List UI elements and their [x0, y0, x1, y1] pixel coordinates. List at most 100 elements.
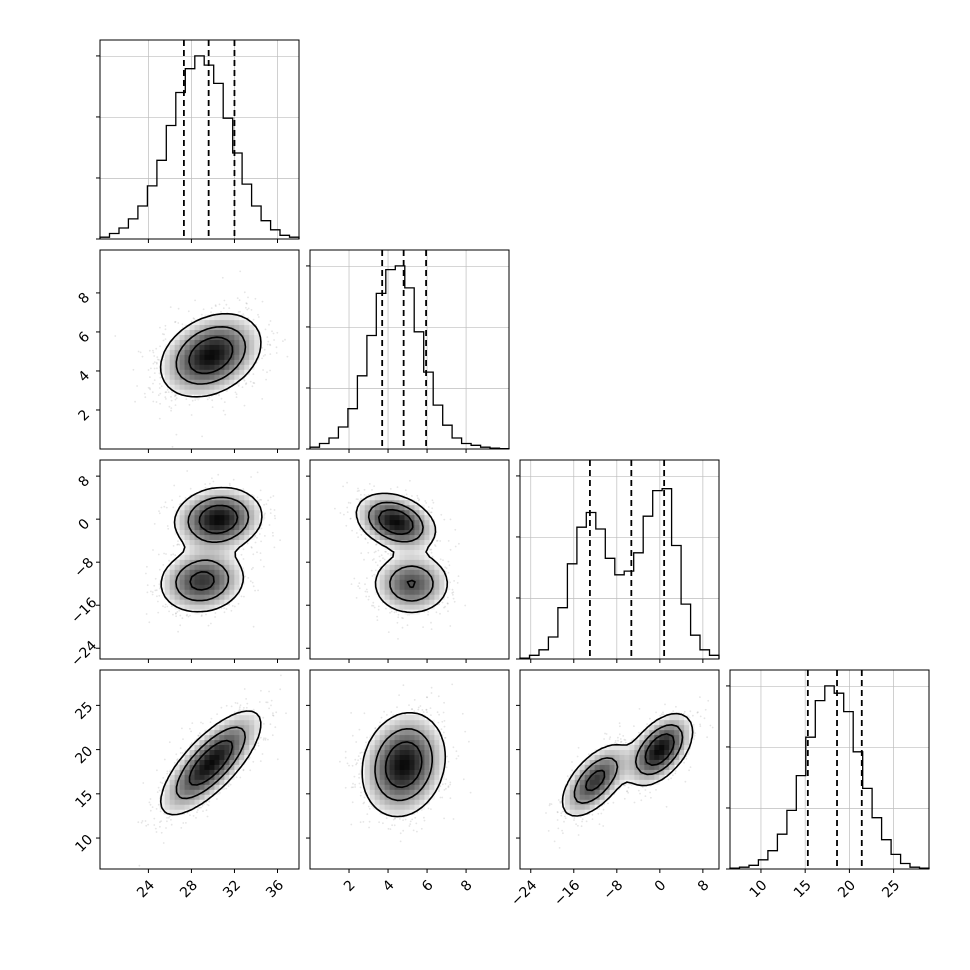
- scatter-point: [170, 554, 173, 556]
- density-cell: [384, 569, 391, 575]
- density-cell: [214, 544, 220, 550]
- density-cell: [189, 569, 195, 575]
- density-cell: [229, 584, 235, 590]
- scatter-point: [217, 473, 220, 476]
- density-cell: [209, 349, 215, 355]
- scatter-point: [145, 572, 147, 575]
- density-cell: [204, 514, 210, 521]
- density-cell: [224, 339, 230, 345]
- density-cell: [439, 579, 445, 585]
- scatter-point: [210, 311, 212, 313]
- density-cell: [419, 554, 425, 560]
- scatter-point: [259, 489, 262, 492]
- density-cell: [424, 584, 430, 590]
- scatter-point: [397, 638, 399, 640]
- density-cell: [189, 354, 195, 360]
- scatter-point: [262, 369, 264, 371]
- density-cell: [389, 594, 395, 600]
- scatter-point: [184, 497, 187, 499]
- density-cell: [184, 504, 190, 511]
- scatter-point: [245, 306, 247, 309]
- density-cell: [229, 329, 235, 335]
- density-cell: [179, 519, 185, 526]
- scatter-point: [158, 417, 161, 420]
- density-cell: [189, 524, 195, 531]
- panel-plot-area: [334, 479, 467, 640]
- density-cell: [169, 584, 176, 590]
- density-cell: [194, 559, 200, 565]
- scatter-point: [148, 387, 151, 390]
- scatter-point: [251, 581, 254, 584]
- scatter-point: [162, 564, 165, 566]
- density-cell: [374, 584, 381, 590]
- scatter-point: [443, 518, 446, 521]
- scatter-point: [228, 307, 231, 309]
- scatter-point: [451, 588, 454, 591]
- density-cell: [404, 559, 410, 565]
- density-cell: [184, 344, 190, 350]
- density-cell: [214, 374, 220, 380]
- density-cell: [209, 364, 215, 370]
- scatter-point: [211, 406, 214, 408]
- scatter-point: [191, 399, 194, 402]
- density-cell: [169, 589, 176, 595]
- density-cell: [414, 579, 420, 585]
- scatter-point: [204, 486, 207, 489]
- density-cell: [199, 379, 205, 385]
- density-cell: [179, 354, 185, 360]
- density-cell: [199, 334, 205, 340]
- scatter-point: [376, 615, 378, 618]
- scatter-point: [164, 328, 167, 331]
- density-cell: [424, 559, 430, 565]
- density-cell: [174, 519, 181, 526]
- density-cell: [209, 594, 215, 600]
- scatter-point: [383, 558, 386, 561]
- scatter-point: [152, 400, 155, 403]
- density-cell: [219, 514, 225, 521]
- density-cell: [414, 569, 420, 575]
- scatter-point: [258, 533, 261, 535]
- density-cell: [434, 584, 440, 590]
- density-cell: [204, 604, 210, 610]
- panel-frame: [99, 249, 300, 450]
- scatter-point: [177, 540, 179, 542]
- density-cell: [394, 569, 400, 575]
- scatter-point: [152, 382, 154, 385]
- density-cell: [194, 589, 200, 595]
- density-cell: [439, 574, 445, 580]
- density-cell: [179, 524, 185, 531]
- density-cell: [189, 374, 195, 380]
- density-cell: [379, 529, 386, 536]
- scatter-point: [401, 626, 404, 629]
- density-cell: [229, 319, 235, 326]
- density-cell: [394, 544, 400, 550]
- density-cell: [384, 564, 391, 570]
- density-cell: [169, 364, 176, 370]
- scatter-point: [170, 605, 173, 607]
- density-cell: [419, 564, 425, 570]
- scatter-point: [164, 396, 167, 399]
- density-cell: [204, 354, 210, 360]
- density-cell: [394, 529, 400, 536]
- scatter-point: [379, 560, 381, 562]
- density-cell: [414, 549, 420, 555]
- scatter-point: [370, 569, 373, 572]
- scatter-point: [201, 435, 204, 438]
- scatter-point: [252, 373, 255, 375]
- scatter-point: [165, 506, 168, 509]
- density-cell: [199, 559, 205, 565]
- scatter-point: [220, 607, 223, 610]
- scatter-point: [178, 495, 181, 498]
- density-cell: [214, 534, 220, 541]
- density-cell: [189, 534, 195, 541]
- scatter-point: [364, 537, 367, 540]
- density-cell: [209, 599, 215, 605]
- scatter-point: [355, 532, 358, 534]
- density-cell: [179, 579, 185, 585]
- scatter-point: [265, 503, 268, 505]
- density-cell: [184, 594, 190, 600]
- scatter-point: [406, 624, 409, 627]
- density-cell: [419, 584, 425, 590]
- scatter-point: [397, 613, 400, 616]
- density-cell: [179, 329, 185, 335]
